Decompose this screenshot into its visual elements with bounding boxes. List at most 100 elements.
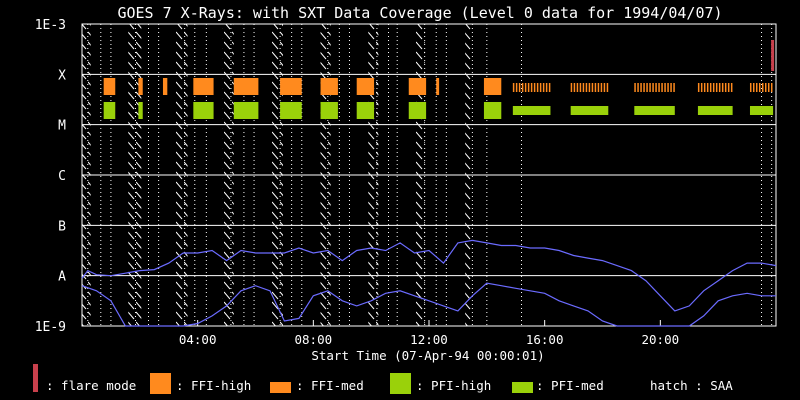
ffi-med-tick	[661, 83, 663, 92]
ffi-med-tick	[770, 83, 773, 92]
pfi-high-block	[483, 102, 502, 119]
legend-label: : flare mode	[46, 378, 136, 393]
ffi-med-tick	[749, 83, 752, 92]
flux-series-upper	[81, 239, 777, 312]
ffi-high-block	[233, 78, 259, 95]
ffi-med-tick	[518, 83, 521, 92]
y-tick-label: 1E-9	[35, 320, 66, 335]
ffi-med-tick	[576, 83, 579, 92]
y-tick-label: B	[58, 219, 66, 234]
ffi-med-tick	[655, 83, 657, 92]
ffi-med-tick	[764, 83, 767, 92]
ffi-high-block	[436, 78, 440, 95]
flux-series-lower	[81, 282, 776, 327]
ffi-med-tick	[758, 83, 761, 92]
ffi-high-block	[193, 78, 214, 95]
ffi-high-block	[138, 78, 143, 95]
ffi-med-tick	[673, 83, 675, 92]
ffi-med-tick	[667, 83, 669, 92]
ffi-med-tick	[670, 83, 672, 92]
legend-swatch-flare-mode	[33, 364, 38, 392]
pfi-med-block	[697, 106, 733, 115]
pfi-high-block	[320, 102, 338, 119]
legend-swatch-pfi-high	[390, 373, 411, 394]
x-tick-label: 08:00	[295, 332, 333, 347]
x-tick-label: 04:00	[179, 332, 217, 347]
ffi-med-tick	[706, 83, 709, 92]
y-tick-label: A	[58, 270, 66, 285]
ffi-med-tick	[721, 83, 724, 92]
ffi-med-tick	[664, 83, 666, 92]
ffi-med-tick	[761, 83, 764, 92]
ffi-med-tick	[703, 83, 706, 92]
pfi-med-block	[512, 106, 551, 115]
legend-label: : FFI-med	[296, 378, 364, 393]
legend-swatch-ffi-high	[150, 373, 171, 394]
ffi-high-block	[483, 78, 502, 95]
pfi-med-block	[749, 106, 774, 115]
ffi-med-tick	[512, 83, 515, 92]
legend-swatch-pfi-med	[512, 382, 533, 393]
plot-area: 1E-3 X M C B A 1E-9 04:00 08:00 12:00 16:00 20:00	[35, 18, 777, 347]
pfi-high-block	[280, 102, 302, 119]
ffi-med-tick	[524, 83, 527, 92]
ffi-med-tick	[591, 83, 594, 92]
ffi-med-tick	[652, 83, 654, 92]
ffi-med-tick	[600, 83, 603, 92]
ffi-med-tick	[539, 83, 542, 92]
pfi-high-block	[408, 102, 427, 119]
ffi-med-tick	[533, 83, 536, 92]
ffi-med-tick	[634, 83, 636, 92]
ffi-med-tick	[709, 83, 712, 92]
legend-label: : PFI-high	[416, 378, 491, 393]
ffi-med-tick	[594, 83, 597, 92]
legend-label: hatch : SAA	[650, 378, 733, 393]
ffi-med-tick	[521, 83, 524, 92]
ffi-med-tick	[649, 83, 651, 92]
chart-title: GOES 7 X-Rays: with SXT Data Coverage (L…	[117, 4, 722, 22]
ffi-med-tick	[585, 83, 588, 92]
ffi-med-tick	[548, 83, 551, 92]
ffi-high-block	[356, 78, 375, 95]
ffi-high-block	[320, 78, 338, 95]
flare-mode-bar	[771, 40, 775, 71]
ffi-med-tick	[643, 83, 645, 92]
ffi-med-tick	[515, 83, 518, 92]
x-tick-label: 20:00	[642, 332, 680, 347]
legend-label: : FFI-high	[176, 378, 251, 393]
ffi-med-tick	[582, 83, 585, 92]
ffi-med-tick	[545, 83, 548, 92]
ffi-high-block	[103, 78, 116, 95]
ffi-med-tick	[606, 83, 609, 92]
y-tick-label: X	[58, 68, 66, 83]
legend-swatch-ffi-med	[270, 382, 291, 393]
ffi-med-tick	[637, 83, 639, 92]
ffi-med-tick	[727, 83, 730, 92]
ffi-med-tick	[730, 83, 733, 92]
pfi-high-block	[193, 102, 214, 119]
pfi-med-block	[634, 106, 675, 115]
ffi-med-tick	[658, 83, 660, 92]
ffi-med-tick	[646, 83, 648, 92]
ffi-med-tick	[570, 83, 573, 92]
ffi-med-tick	[712, 83, 715, 92]
ffi-med-tick	[700, 83, 703, 92]
ffi-high-block	[162, 78, 168, 95]
ffi-med-tick	[527, 83, 530, 92]
y-tick-label: 1E-3	[35, 18, 66, 33]
pfi-high-block	[356, 102, 375, 119]
ffi-med-tick	[767, 83, 770, 92]
ffi-med-tick	[597, 83, 600, 92]
ffi-med-tick	[542, 83, 545, 92]
legend: : flare mode : FFI-high : FFI-med : PFI-hig…	[33, 364, 733, 394]
ffi-med-tick	[752, 83, 755, 92]
pfi-high-block	[233, 102, 259, 119]
ffi-med-tick	[573, 83, 576, 92]
ffi-med-tick	[715, 83, 718, 92]
x-tick-label: 12:00	[410, 332, 448, 347]
ffi-med-tick	[579, 83, 582, 92]
ffi-med-tick	[603, 83, 606, 92]
ffi-med-tick	[588, 83, 591, 92]
y-tick-label: C	[58, 169, 66, 184]
